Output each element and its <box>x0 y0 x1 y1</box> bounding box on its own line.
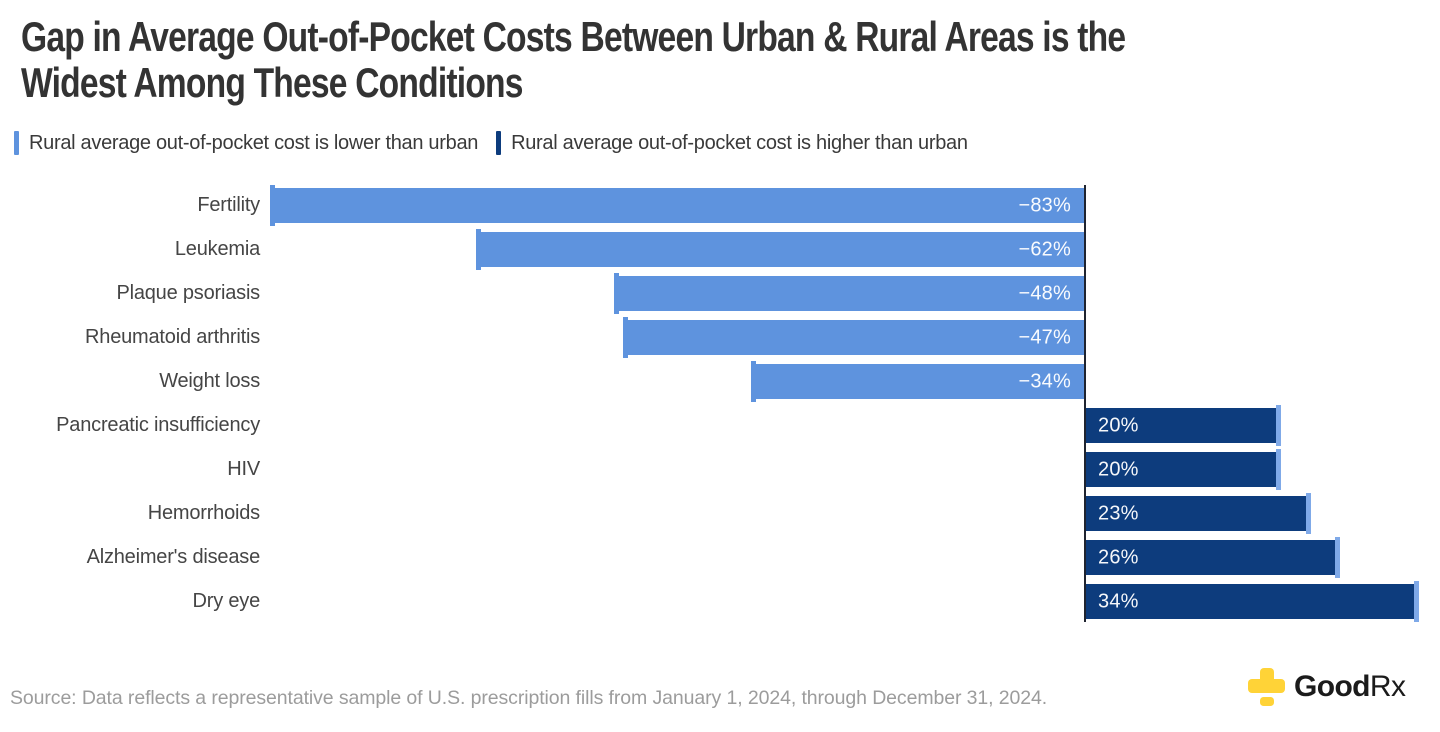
legend-item-higher: Rural average out-of-pocket cost is high… <box>496 131 968 155</box>
goodrx-logo: GoodRx <box>1248 668 1406 706</box>
value-label: −62% <box>1018 238 1071 260</box>
value-label: −34% <box>1018 370 1071 392</box>
category-label: Alzheimer's disease <box>86 546 261 568</box>
bar-negative: −47% <box>623 317 1084 358</box>
bar-end-cap <box>623 317 629 358</box>
category-label: Dry eye <box>192 590 260 612</box>
legend-label-higher: Rural average out-of-pocket cost is high… <box>511 132 968 154</box>
legend-swatch-higher-icon <box>496 131 502 155</box>
bar-end-cap <box>1335 537 1341 578</box>
value-label: 20% <box>1098 458 1139 480</box>
category-label: Plaque psoriasis <box>116 282 260 304</box>
bar-positive: 34% <box>1086 581 1419 622</box>
bar-positive: 20% <box>1086 449 1282 490</box>
legend-item-lower: Rural average out-of-pocket cost is lowe… <box>14 131 478 155</box>
bar-end-cap <box>476 229 482 270</box>
value-label: 34% <box>1098 590 1139 612</box>
category-label: Weight loss <box>159 370 260 392</box>
bar-negative: −34% <box>751 361 1084 402</box>
value-label: 23% <box>1098 502 1139 524</box>
bar-negative: −83% <box>269 185 1084 226</box>
value-label: −83% <box>1018 194 1071 216</box>
bar-positive: 20% <box>1086 405 1282 446</box>
legend-swatch-lower-icon <box>14 131 19 155</box>
source-note: Source: Data reflects a representative s… <box>10 687 1048 709</box>
chart-title-line-2: Widest Among These Conditions <box>21 59 523 106</box>
goodrx-cross-icon <box>1248 668 1285 706</box>
category-label: Rheumatoid arthritis <box>85 326 260 348</box>
goodrx-wordmark: GoodRx <box>1294 670 1406 704</box>
bar-end-cap <box>1305 493 1311 534</box>
bar-negative: −62% <box>476 229 1084 270</box>
bar-negative: −48% <box>613 273 1084 314</box>
value-label: −48% <box>1018 282 1071 304</box>
bar-end-cap <box>269 185 275 226</box>
value-label: −47% <box>1018 326 1071 348</box>
goodrx-wordmark-rx: Rx <box>1369 670 1406 703</box>
category-label: Hemorrhoids <box>147 502 260 524</box>
chart-title: Gap in Average Out-of-Pocket Costs Betwe… <box>21 13 1126 106</box>
bar-end-cap <box>1276 405 1282 446</box>
legend-label-lower: Rural average out-of-pocket cost is lowe… <box>29 132 479 154</box>
bar-end-cap <box>613 273 619 314</box>
bar-end-cap <box>1413 581 1419 622</box>
bar-positive: 26% <box>1086 537 1341 578</box>
bar-positive: 23% <box>1086 493 1311 534</box>
chart-title-line-1: Gap in Average Out-of-Pocket Costs Betwe… <box>21 13 1126 60</box>
category-label: HIV <box>227 458 260 480</box>
value-label: 26% <box>1098 546 1139 568</box>
category-label: Leukemia <box>174 238 260 260</box>
bar-end-cap <box>1276 449 1282 490</box>
legend: Rural average out-of-pocket cost is lowe… <box>14 131 968 155</box>
goodrx-wordmark-good: Good <box>1294 670 1371 703</box>
category-label: Pancreatic insufficiency <box>56 414 260 436</box>
zero-axis-line <box>1084 185 1086 622</box>
value-label: 20% <box>1098 414 1139 436</box>
category-label: Fertility <box>197 194 260 216</box>
bar-end-cap <box>751 361 757 402</box>
